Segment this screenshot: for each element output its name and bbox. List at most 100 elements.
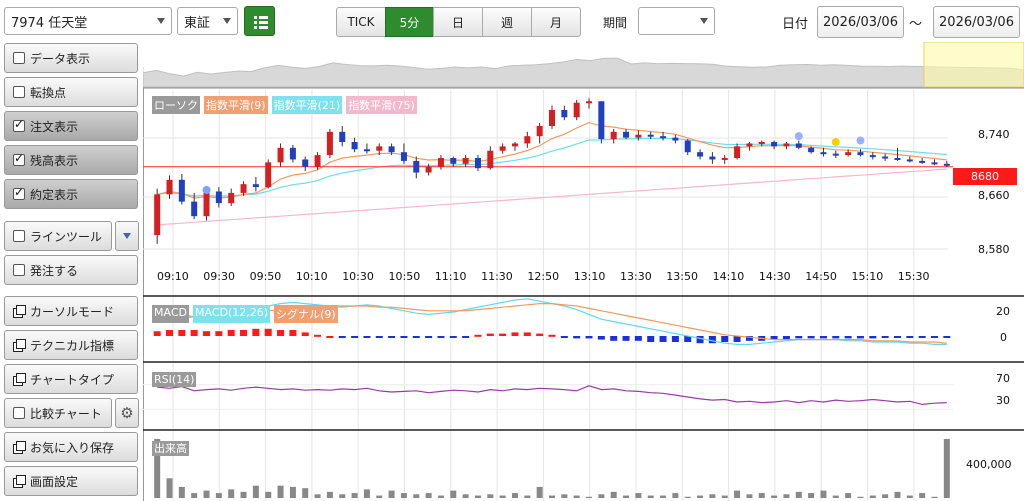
macd-histogram-bar [536, 333, 544, 336]
window-icon [13, 441, 26, 454]
macd-histogram-bar [412, 336, 420, 338]
list-icon [254, 16, 268, 29]
macd-histogram-bar [844, 336, 852, 339]
sidebar-item-8[interactable]: テクニカル指標 [4, 330, 138, 360]
candle-body [894, 158, 901, 160]
macd-histogram-bar [400, 336, 408, 338]
volume-bar [400, 493, 407, 498]
checkbox[interactable] [13, 117, 25, 132]
sidebar-item-5[interactable]: ラインツール [4, 221, 139, 251]
macd-histogram-bar [943, 336, 951, 338]
volume-bar [635, 493, 642, 498]
macd-histogram-bar [782, 336, 790, 340]
chart-area[interactable] [143, 42, 1024, 501]
checkbox[interactable] [13, 86, 25, 98]
sidebar-item-4[interactable]: 約定表示 [4, 179, 138, 209]
legend-signal: シグナル(9) [274, 305, 338, 323]
checkbox[interactable] [13, 407, 25, 419]
volume-bar [709, 494, 716, 498]
caret-down-icon [123, 233, 131, 239]
sidebar-item-9[interactable]: チャートタイプ [4, 364, 138, 394]
tab-5min[interactable]: 5分 [385, 7, 434, 37]
macd-histogram-bar [745, 336, 753, 341]
macd-histogram-bar [622, 336, 630, 341]
volume-bar [302, 488, 309, 498]
macd-histogram-bar [227, 330, 235, 336]
candle-body [511, 143, 518, 147]
volume-bar [511, 493, 518, 498]
list-menu-button[interactable] [244, 6, 275, 36]
candle-body [808, 147, 815, 153]
candle-body [783, 143, 790, 147]
checkbox[interactable] [13, 230, 25, 242]
candle-body [203, 191, 210, 217]
volume-bar [586, 496, 593, 498]
x-tick: 14:10 [712, 270, 745, 283]
sidebar-item-2[interactable]: 注文表示 [4, 111, 138, 141]
sidebar-item-7[interactable]: カーソルモード [4, 296, 138, 326]
candle-body [832, 153, 839, 156]
macd-histogram-bar [918, 336, 926, 338]
date-from-field[interactable]: 2026/03/06 [817, 6, 904, 38]
range-select[interactable] [638, 7, 715, 35]
sidebar-item-1[interactable]: 転換点 [4, 77, 138, 107]
sidebar-item-3[interactable]: 残高表示 [4, 145, 138, 175]
macd-histogram-bar [560, 336, 568, 338]
tab-week[interactable]: 週 [482, 7, 532, 37]
sidebar-item-11[interactable]: お気に入り保存 [4, 432, 138, 462]
candle-body [660, 136, 667, 139]
window-icon [13, 373, 26, 386]
volume-bar [919, 493, 926, 498]
candle-body [931, 162, 938, 165]
volume-bar [771, 495, 778, 498]
chart-svg [143, 42, 1024, 501]
macd-histogram-bar [770, 336, 778, 340]
x-tick: 12:50 [527, 270, 560, 283]
volume-bar [623, 495, 630, 498]
candle-body [635, 134, 642, 138]
macd-histogram-bar [314, 334, 322, 337]
y-tick: 8,660 [978, 189, 1010, 202]
macd-histogram-bar [856, 336, 864, 339]
candle-body [326, 131, 333, 156]
tab-day[interactable]: 日 [433, 7, 483, 37]
x-tick: 13:30 [620, 270, 652, 283]
legend-ema75: 指数平滑(75) [346, 96, 417, 114]
checkbox[interactable] [13, 52, 25, 64]
volume-bar [598, 494, 605, 498]
x-tick: 13:10 [573, 270, 606, 283]
tab-tick[interactable]: TICK [336, 7, 386, 37]
macd-histogram-bar [178, 330, 186, 336]
candle-body [413, 160, 420, 173]
checkbox[interactable] [13, 264, 25, 276]
y-tick: 30 [996, 394, 1010, 407]
date-to-field[interactable]: 2026/03/06 [933, 6, 1020, 38]
candle-body [400, 152, 407, 161]
macd-histogram-bar [215, 331, 223, 336]
volume-bar [425, 493, 432, 498]
volume-bar [339, 494, 346, 498]
volume-bar [573, 495, 580, 498]
gear-icon[interactable]: ⚙ [115, 398, 139, 428]
market-select[interactable]: 東証 [177, 7, 238, 35]
macd-histogram-bar [696, 336, 704, 344]
tab-month[interactable]: 月 [531, 7, 581, 37]
sidebar-item-0[interactable]: データ表示 [4, 43, 138, 73]
candle-body [302, 159, 309, 167]
candle-body [166, 179, 173, 195]
volume-bar [808, 493, 815, 498]
checkbox[interactable] [13, 185, 25, 200]
macd-histogram-bar [634, 336, 642, 341]
sidebar-item-6[interactable]: 発注する [4, 255, 138, 285]
checkbox[interactable] [13, 151, 25, 166]
linetool-menu-button[interactable] [115, 221, 139, 251]
symbol-select[interactable]: 7974 任天堂 [4, 7, 172, 35]
volume-bar [697, 495, 704, 498]
y-tick: 0 [1000, 331, 1007, 344]
volume-bar [289, 486, 296, 498]
volume-bar [450, 490, 457, 498]
sidebar-item-12[interactable]: 画面設定 [4, 466, 138, 496]
candle-body [697, 152, 704, 157]
sidebar-item-10[interactable]: 比較チャート ⚙ [4, 398, 139, 428]
volume-bar [931, 496, 938, 498]
